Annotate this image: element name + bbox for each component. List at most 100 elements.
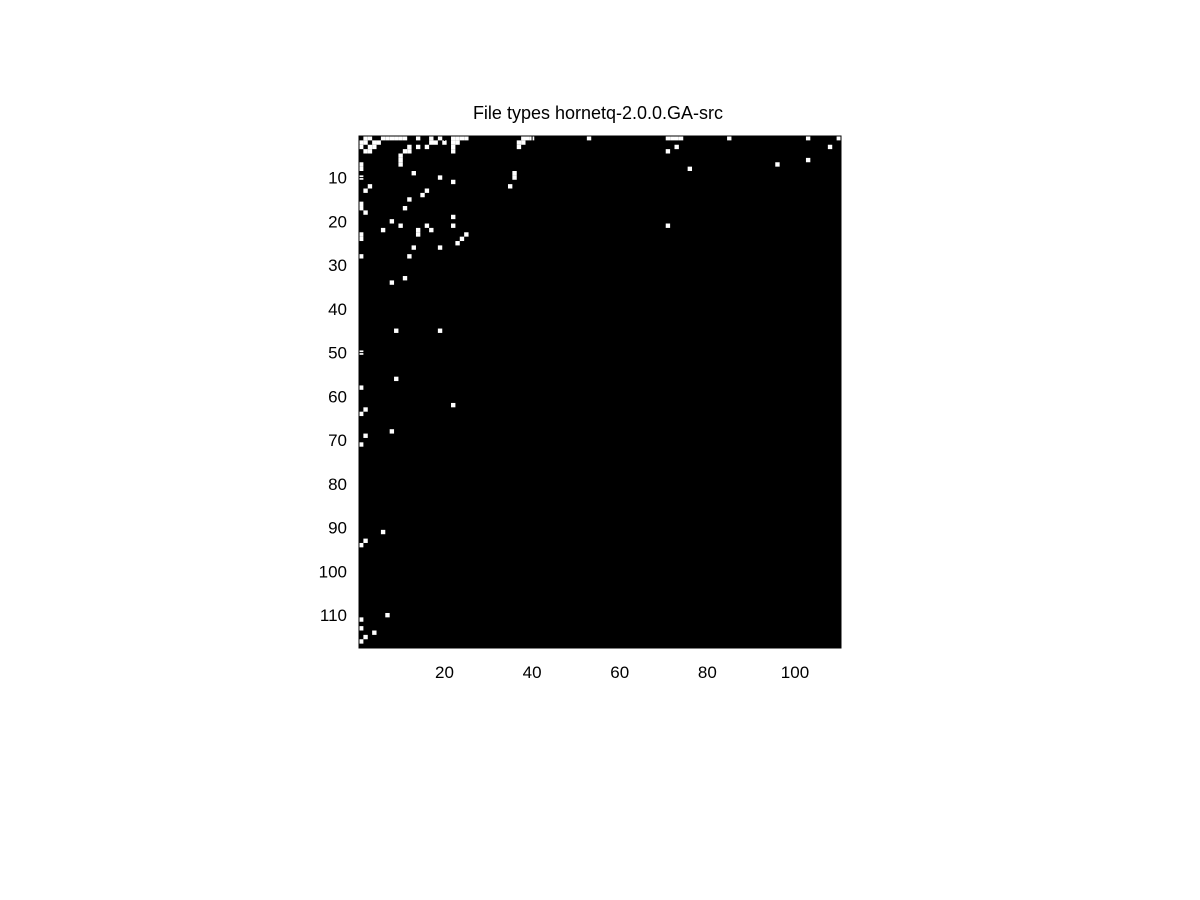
heatmap-cell	[516, 144, 522, 150]
heatmap-cell	[424, 144, 430, 150]
heatmap-cell	[459, 236, 465, 242]
heatmap-cell	[451, 136, 456, 141]
heatmap-cell	[455, 241, 460, 246]
heatmap-cell	[389, 429, 395, 434]
heatmap-cell	[437, 245, 443, 250]
heatmap-cell	[398, 162, 403, 167]
heatmap-cell	[372, 140, 377, 145]
heatmap-cell	[836, 136, 841, 141]
heatmap-cell	[367, 149, 373, 154]
y-tick-label: 20	[328, 212, 347, 231]
heatmap-cell	[363, 407, 368, 412]
heatmap-cell	[402, 276, 408, 281]
heatmap-cell	[805, 136, 811, 141]
heatmap-cell	[451, 179, 456, 185]
heatmap-cell	[359, 626, 364, 631]
y-tick-label: 30	[328, 256, 347, 275]
heatmap-cell	[359, 140, 364, 145]
heatmap-cell	[402, 149, 408, 154]
y-tick-label: 90	[328, 519, 347, 538]
heatmap-cell	[407, 149, 412, 154]
heatmap-cell	[402, 206, 408, 211]
chart-title: File types hornetq-2.0.0.GA-src	[473, 103, 723, 123]
heatmap-cell	[359, 442, 364, 447]
heatmap-cell	[674, 136, 679, 141]
heatmap-cell	[359, 617, 364, 622]
heatmap-cell	[389, 219, 395, 224]
heatmap-cell	[507, 184, 513, 189]
heatmap-cell	[359, 162, 364, 167]
heatmap-cell	[678, 136, 684, 141]
heatmap-cell	[363, 634, 368, 640]
heatmap-cell	[433, 140, 438, 145]
heatmap-cell	[827, 144, 833, 150]
heatmap-cell	[437, 136, 443, 141]
heatmap-cell	[359, 206, 364, 211]
heatmap-cell	[665, 149, 671, 154]
heatmap-cell	[359, 411, 364, 417]
heatmap-cell	[455, 140, 460, 145]
heatmap-cell	[451, 223, 456, 228]
heatmap-cell	[464, 232, 469, 237]
heatmap-cell	[442, 140, 447, 145]
heatmap-cell	[398, 153, 403, 158]
y-tick-label: 100	[319, 562, 347, 581]
heatmap-cell	[372, 144, 377, 150]
heatmap-cell	[521, 136, 526, 141]
heatmap-cell	[363, 188, 368, 193]
heatmap-cell	[665, 136, 671, 141]
heatmap-cell	[451, 144, 456, 150]
plot-area	[359, 136, 841, 648]
heatmap-cell	[670, 136, 675, 141]
heatmap-cell	[389, 136, 395, 141]
heatmap-cell	[372, 630, 377, 635]
heatmap-cell	[586, 136, 592, 141]
heatmap-cell	[402, 136, 408, 141]
heatmap-cell	[407, 144, 412, 150]
heatmap-cell	[429, 227, 434, 233]
heatmap-cell	[775, 162, 780, 167]
heatmap-cell	[459, 136, 465, 141]
heatmap-cell	[363, 433, 368, 438]
heatmap-cells	[359, 136, 841, 644]
x-tick-label: 40	[523, 663, 542, 682]
heatmap-cell	[359, 166, 364, 172]
y-tick-label: 110	[320, 606, 347, 625]
heatmap-cell	[451, 214, 456, 220]
heatmap-cell	[455, 136, 460, 141]
heatmap-cell	[512, 175, 517, 180]
axis-ticks: 20 40 60 80 100 10 20 30 40 50 60 70 80 90 100 110	[319, 136, 841, 682]
heatmap-cell	[359, 639, 364, 644]
heatmap-cell	[380, 529, 386, 535]
heatmap-cell	[394, 328, 399, 333]
heatmap-cell	[424, 223, 430, 228]
heatmap-cell	[398, 157, 403, 163]
x-tick-label: 60	[610, 663, 629, 682]
heatmap-cell	[359, 542, 364, 548]
heatmap-cell	[359, 385, 364, 390]
plot-frame	[358, 135, 842, 649]
heatmap-cell	[376, 140, 381, 145]
heatmap-cell	[394, 376, 399, 382]
x-tick-label: 80	[698, 663, 717, 682]
heatmap-cell	[665, 223, 671, 228]
heatmap-cell	[367, 144, 373, 150]
heatmap-cell	[415, 227, 421, 233]
heatmap-cell	[415, 232, 421, 237]
heatmap-cell	[363, 538, 368, 543]
heatmap-cell	[380, 136, 386, 141]
heatmap-cell	[429, 136, 434, 141]
heatmap-cell	[805, 157, 811, 163]
heatmap-cell	[407, 254, 412, 259]
heatmap-cell	[363, 210, 368, 215]
heatmap-cell	[394, 136, 399, 141]
heatmap-cell	[359, 144, 364, 150]
heatmap-cell	[516, 140, 522, 145]
heatmap-cell	[451, 140, 456, 145]
heatmap-cell	[389, 280, 395, 285]
heatmap-cell	[415, 136, 421, 141]
y-tick-label: 40	[328, 300, 347, 319]
heatmap-cell	[420, 192, 425, 198]
heatmap-cell	[512, 171, 517, 176]
